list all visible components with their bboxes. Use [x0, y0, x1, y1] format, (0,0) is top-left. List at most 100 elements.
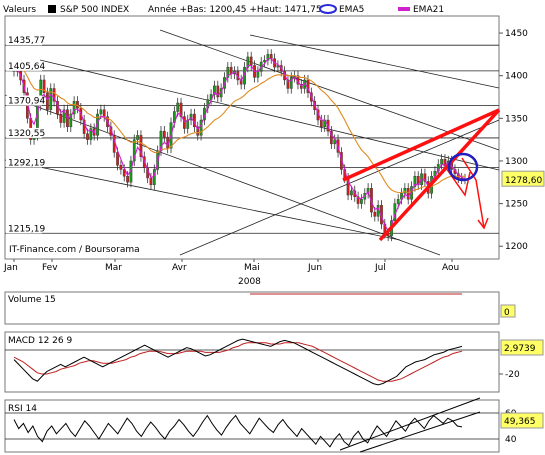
annotations — [342, 108, 501, 242]
last-value-label: 1278,60 — [505, 176, 542, 186]
candle-body — [423, 173, 427, 182]
candle-body — [286, 79, 290, 89]
candle-body — [59, 113, 63, 123]
month-label: Fev — [42, 263, 58, 273]
price-level-label: 1320,55 — [8, 129, 45, 139]
candle-body — [46, 92, 49, 110]
rsi-value-label: 49,365 — [504, 417, 536, 427]
macd-tick-label: -20 — [505, 370, 520, 380]
price-tick-label: 1350 — [505, 114, 528, 124]
price-tick-label: 1300 — [505, 157, 528, 167]
price-tick-label: 1200 — [505, 242, 528, 252]
chart-header: Valeurs S&P 500 INDEX Année +Bas: 1200,4… — [3, 4, 444, 15]
price-level-label: 1405,64 — [8, 62, 45, 72]
candle-body — [49, 88, 53, 110]
month-label: Mai — [244, 263, 260, 273]
candle-body — [159, 130, 163, 151]
month-label: Aou — [442, 263, 459, 273]
arrow-long-head — [477, 217, 489, 230]
candle-body — [249, 56, 253, 66]
price-level-label: 1370,94 — [8, 97, 45, 107]
candle-body — [256, 71, 260, 78]
macd-value-box — [500, 339, 544, 356]
macd-signal-line — [13, 342, 463, 382]
candle-body — [42, 79, 46, 93]
candle-body — [183, 116, 186, 129]
candle-body — [162, 130, 166, 138]
candle-body — [86, 133, 89, 140]
candle-body — [373, 211, 377, 217]
trendline — [179, 119, 500, 256]
arrow-long — [461, 157, 485, 229]
candle-body — [330, 130, 333, 145]
trendline — [159, 29, 500, 151]
candle-body — [62, 109, 66, 123]
month-label: Jul — [374, 263, 386, 273]
rsi-main-line — [13, 414, 463, 448]
candle-body — [99, 109, 103, 115]
series-swatch — [48, 5, 56, 13]
candle-body — [122, 169, 126, 177]
price-level-label-bg — [6, 127, 42, 138]
candle-body — [403, 188, 407, 194]
last-value-box — [501, 170, 545, 187]
candle-body — [319, 119, 323, 128]
year-range: Année +Bas: 1200,45 +Haut: 1471,75 — [148, 4, 322, 15]
trendline — [249, 34, 500, 89]
candle-body — [216, 85, 220, 98]
macd-main-line — [13, 338, 463, 386]
price-panel: 1200 1250 1300 1350 1400 1450 1435,77 1405,64 13… — [3, 15, 545, 287]
rsi-plot-area — [4, 399, 500, 453]
candle-body — [289, 77, 293, 89]
candle-body — [102, 109, 106, 117]
ema21-legend-icon — [398, 7, 410, 11]
rsi-trend-lower — [359, 411, 481, 453]
candle-body — [413, 176, 417, 187]
candle-body — [269, 54, 273, 59]
price-tick-label: 1450 — [505, 29, 528, 39]
macd-lines: -20 2,9739 — [5, 338, 544, 386]
candle-body — [116, 152, 119, 166]
price-level-label: 1292,19 — [8, 159, 45, 169]
price-tick-label: 1250 — [505, 200, 528, 210]
volume-plot-area — [4, 291, 500, 325]
rsi-trend-upper — [339, 397, 481, 451]
candle-body — [136, 135, 139, 140]
rsi-tick-label: 40 — [505, 435, 517, 445]
price-level-label-bg — [6, 35, 42, 46]
candle-body — [266, 54, 270, 61]
rsi-value-box — [500, 412, 544, 429]
candle-body — [199, 119, 203, 136]
volume-title: Volume 15 — [8, 295, 56, 305]
highlight-circle — [447, 152, 479, 182]
candle-body — [132, 139, 136, 162]
candle-body — [176, 102, 180, 112]
price-level-label-bg — [6, 223, 42, 234]
year-label: 2008 — [238, 277, 261, 287]
candle-body — [119, 165, 123, 170]
macd-value-label: 2,9739 — [504, 344, 536, 354]
source-label: IT-Finance.com / Boursorama — [9, 245, 140, 255]
wedge-lower-line — [378, 108, 501, 242]
candle-body — [179, 102, 183, 117]
month-label: Jun — [307, 263, 322, 273]
candle-body — [406, 188, 410, 200]
candle-body — [126, 176, 129, 183]
month-label: Avr — [172, 263, 187, 273]
ema5-legend-label: EMA5 — [339, 5, 364, 15]
month-label: Mar — [105, 263, 122, 273]
volume-value: 0 — [504, 308, 510, 318]
candle-body — [356, 196, 360, 204]
candle-body — [72, 101, 76, 115]
candle-body — [152, 169, 156, 186]
candle-body — [246, 56, 250, 68]
candle-body — [440, 159, 443, 165]
rsi-title: RSI 14 — [8, 404, 37, 414]
candle-body — [69, 113, 73, 128]
price-level-label: 1435,77 — [8, 36, 45, 46]
candle-body — [443, 159, 447, 167]
candle-body — [213, 85, 216, 95]
price-tick-label: 1400 — [505, 72, 528, 82]
price-labels: 1200 1250 1300 1350 1400 1450 1435,77 1405,64 13… — [3, 29, 545, 273]
